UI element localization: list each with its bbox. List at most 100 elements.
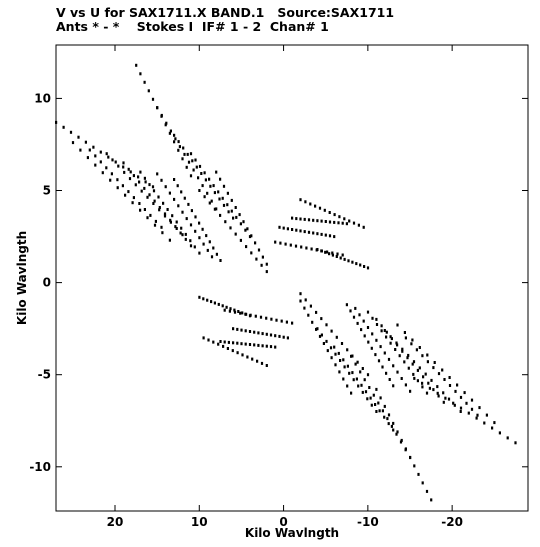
data-point <box>303 306 306 310</box>
data-point <box>230 209 233 213</box>
data-point <box>316 327 319 331</box>
data-point <box>403 331 406 334</box>
data-point <box>160 113 163 117</box>
data-point <box>333 213 336 217</box>
data-point <box>406 356 409 360</box>
data-point <box>236 327 239 331</box>
data-point <box>328 252 331 256</box>
data-point <box>375 317 378 321</box>
data-point <box>173 140 176 144</box>
y-tick-label: 5 <box>43 184 51 198</box>
data-point <box>240 342 243 346</box>
data-point <box>416 379 419 383</box>
data-point <box>151 97 155 101</box>
data-point <box>278 225 281 229</box>
data-point <box>192 168 195 172</box>
data-point <box>241 353 244 357</box>
data-point <box>206 191 209 195</box>
data-point <box>411 338 414 342</box>
data-point <box>291 228 294 231</box>
data-point <box>174 225 177 229</box>
data-point <box>304 200 307 204</box>
data-point <box>442 391 445 395</box>
data-point <box>198 189 201 192</box>
data-point <box>357 223 360 227</box>
data-point <box>169 218 172 222</box>
data-point <box>175 227 178 230</box>
data-point <box>233 308 236 312</box>
data-point <box>404 336 407 340</box>
x-tick-label: -10 <box>357 515 379 529</box>
data-point <box>184 232 187 236</box>
data-point <box>239 222 242 226</box>
data-point <box>265 270 268 274</box>
data-point <box>163 212 167 216</box>
data-point <box>77 135 80 139</box>
data-points <box>55 63 517 502</box>
data-point <box>399 440 403 444</box>
data-point <box>210 199 213 203</box>
data-point <box>99 160 102 164</box>
data-point <box>191 159 194 163</box>
data-point <box>371 332 374 336</box>
data-point <box>324 233 327 237</box>
data-point <box>407 366 410 370</box>
data-point <box>143 80 146 84</box>
data-point <box>194 215 197 219</box>
data-point <box>135 63 138 67</box>
data-point <box>348 371 351 375</box>
data-point <box>387 413 391 417</box>
data-point <box>226 203 229 207</box>
data-point <box>245 245 248 249</box>
data-point <box>238 213 241 217</box>
data-point <box>359 263 362 267</box>
data-point <box>396 343 399 347</box>
data-point <box>309 304 312 308</box>
data-point <box>189 239 192 243</box>
data-point <box>212 184 215 188</box>
data-point <box>448 384 452 387</box>
data-point <box>459 395 463 399</box>
data-point <box>294 244 298 248</box>
data-point <box>177 148 180 152</box>
data-point <box>244 329 247 333</box>
data-point <box>366 310 370 314</box>
data-point <box>413 376 416 380</box>
data-point <box>160 178 163 182</box>
data-point <box>282 335 285 339</box>
data-point <box>94 163 97 167</box>
data-point <box>274 334 277 338</box>
data-point <box>194 158 197 162</box>
data-point <box>346 348 349 352</box>
data-point <box>339 256 342 260</box>
data-point <box>325 323 328 327</box>
data-point <box>165 121 168 125</box>
data-point <box>383 351 386 355</box>
data-point <box>202 242 205 246</box>
x-tick-label: 10 <box>191 515 208 529</box>
data-point <box>253 343 256 347</box>
data-point <box>299 229 302 233</box>
data-point <box>143 186 146 190</box>
data-point <box>354 306 357 310</box>
data-point <box>116 186 119 190</box>
data-point <box>331 251 334 255</box>
data-point <box>208 240 211 244</box>
data-point <box>339 359 342 362</box>
data-point <box>161 231 164 235</box>
data-point <box>295 217 298 221</box>
data-point <box>400 377 403 380</box>
chart-title: V vs U for SAX1711.X BAND.1 Source:SAX17… <box>56 5 395 20</box>
data-point <box>401 347 404 351</box>
data-point <box>114 160 117 164</box>
data-point <box>410 342 413 346</box>
data-point <box>153 199 156 203</box>
data-point <box>323 208 326 212</box>
data-point <box>295 228 298 232</box>
data-point <box>176 184 179 188</box>
data-point <box>180 190 183 194</box>
data-point <box>362 225 365 229</box>
data-point <box>153 223 157 227</box>
data-point <box>195 165 198 169</box>
data-point <box>186 152 189 156</box>
